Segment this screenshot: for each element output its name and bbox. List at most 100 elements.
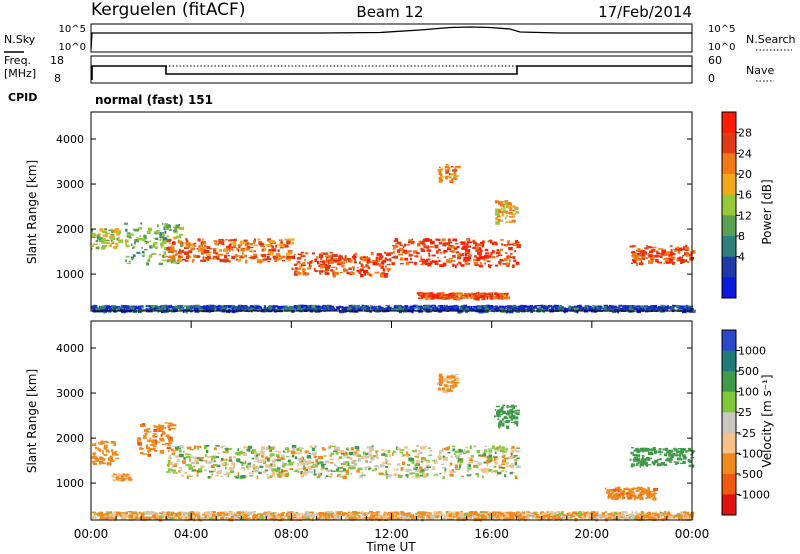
velocity-cell	[556, 511, 561, 513]
power-cell	[140, 305, 143, 307]
power-cell	[505, 212, 509, 214]
velocity-cell	[249, 475, 254, 477]
velocity-cell	[633, 456, 638, 459]
beam-title: Beam 12	[356, 3, 423, 21]
power-cell	[235, 254, 239, 258]
velocity-cell	[685, 450, 688, 453]
power-cell	[325, 305, 330, 309]
power-cell	[304, 258, 306, 262]
velocity-cell	[248, 449, 251, 452]
velocity-cell	[349, 514, 354, 517]
power-cell	[176, 262, 180, 265]
power-cell	[511, 213, 516, 215]
power-cell	[660, 306, 665, 309]
velocity-cell	[494, 415, 497, 418]
velocity-cell	[475, 473, 480, 476]
power-cell	[450, 173, 453, 176]
power-cell	[95, 246, 100, 250]
velocity-cell	[468, 458, 473, 461]
velocity-cell	[197, 447, 200, 450]
velocity-cell	[630, 491, 633, 495]
velocity-cell	[401, 517, 406, 519]
power-cell	[91, 248, 93, 250]
velocity-cell	[300, 447, 305, 449]
velocity-cell	[642, 447, 644, 450]
velocity-cell	[665, 447, 669, 451]
velocity-cell	[476, 450, 480, 454]
power-cell	[512, 242, 517, 247]
velocity-cell	[447, 384, 451, 387]
power-cell	[105, 310, 107, 314]
velocity-cell	[487, 469, 493, 472]
velocity-cell	[152, 434, 156, 438]
velocity-cell	[441, 387, 446, 391]
velocity-cell	[687, 458, 691, 463]
velocity-cell	[205, 460, 208, 464]
velocity-cell	[270, 463, 274, 467]
power-cell	[449, 250, 453, 252]
power-cell	[504, 216, 507, 220]
velocity-cell	[372, 445, 374, 448]
power-cell	[459, 307, 463, 310]
power-cell	[305, 272, 310, 276]
power-cell	[202, 259, 206, 262]
velocity-cell	[673, 447, 677, 450]
power-cell	[172, 241, 176, 245]
power-cell	[464, 261, 469, 266]
power-cell	[511, 205, 516, 208]
velocity-cell	[223, 473, 228, 476]
velocity-cell	[335, 452, 339, 455]
power-cell	[361, 266, 366, 269]
velocity-cell	[637, 486, 641, 490]
power-cell	[132, 305, 138, 309]
power-cell	[495, 217, 499, 221]
velocity-cell	[492, 511, 497, 515]
velocity-cell	[446, 515, 450, 518]
velocity-cell	[299, 449, 302, 453]
velocity-cell	[477, 474, 479, 478]
power-cell	[292, 256, 296, 260]
power-cell	[634, 254, 640, 258]
power-cell	[455, 166, 461, 168]
velocity-cell	[496, 409, 500, 413]
power-cell	[239, 304, 242, 308]
power-cell	[111, 230, 114, 233]
velocity-cell	[623, 488, 625, 491]
velocity-cell	[507, 410, 510, 414]
power-cell	[443, 294, 448, 297]
velocity-cell	[167, 450, 170, 453]
velocity-cell	[637, 448, 642, 451]
velocity-cell	[179, 445, 184, 449]
velocity-cell	[376, 511, 379, 514]
velocity-cell	[367, 466, 371, 468]
velocity-cell	[229, 470, 235, 473]
power-cell	[98, 307, 101, 311]
power-cell	[624, 305, 627, 308]
velocity-cell	[514, 412, 520, 415]
velocity-cell	[185, 464, 190, 466]
power-cell	[692, 309, 696, 312]
velocity-cell	[158, 429, 161, 432]
power-cell	[246, 242, 249, 246]
velocity-cell	[280, 471, 285, 475]
power-cell	[521, 306, 525, 310]
velocity-cell	[640, 462, 645, 467]
power-cell	[502, 259, 505, 262]
power-panel-background	[91, 112, 692, 311]
power-cell	[200, 241, 204, 244]
power-cell	[636, 253, 641, 255]
power-cell	[596, 306, 599, 310]
power-cell	[383, 309, 386, 311]
velocity-cell	[456, 511, 459, 514]
velocity-cell	[247, 445, 253, 449]
power-cell	[396, 241, 402, 245]
velocity-cell	[451, 468, 454, 472]
power-cell	[272, 307, 275, 309]
velocity-cell	[357, 454, 362, 457]
velocity-cell	[272, 516, 278, 518]
power-cell	[677, 250, 681, 254]
power-cell	[686, 253, 689, 255]
velocity-cell	[159, 450, 165, 454]
velocity-cell	[541, 511, 544, 513]
power-cell	[499, 258, 504, 262]
